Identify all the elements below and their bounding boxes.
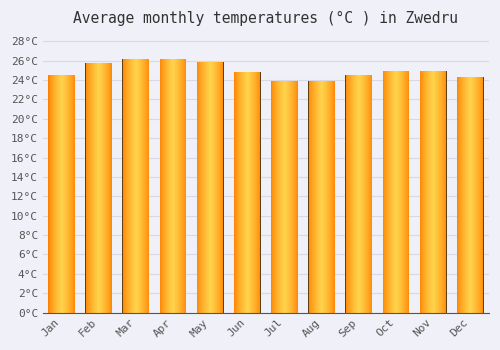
Title: Average monthly temperatures (°C ) in Zwedru: Average monthly temperatures (°C ) in Zw… [74, 11, 458, 26]
